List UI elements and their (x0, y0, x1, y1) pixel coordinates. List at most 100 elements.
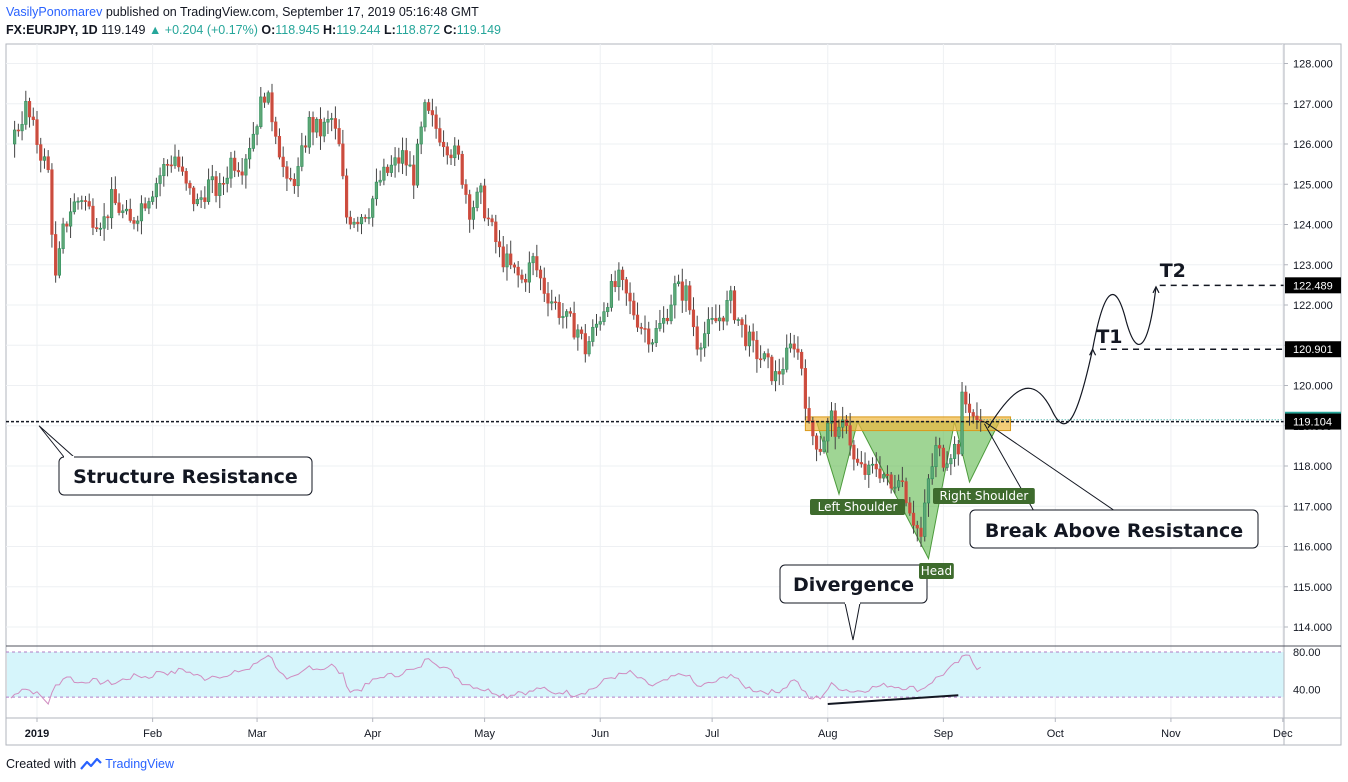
candle[interactable] (766, 348, 770, 369)
candle[interactable] (691, 297, 696, 337)
candle[interactable] (348, 210, 352, 230)
candle[interactable] (878, 456, 882, 484)
candle[interactable] (192, 185, 196, 212)
candle[interactable] (363, 214, 367, 223)
candle[interactable] (717, 304, 722, 331)
candle[interactable] (736, 317, 740, 326)
candle[interactable] (438, 117, 442, 147)
candle[interactable] (650, 338, 655, 352)
candle[interactable] (221, 176, 226, 196)
candle[interactable] (311, 111, 315, 146)
candle[interactable] (371, 195, 375, 227)
candle[interactable] (262, 92, 267, 108)
candle[interactable] (579, 326, 584, 340)
candle[interactable] (591, 319, 595, 347)
candle[interactable] (926, 474, 931, 517)
candle[interactable] (792, 334, 796, 358)
candle[interactable] (822, 436, 826, 454)
tradingview-logo-icon[interactable] (80, 757, 102, 771)
candle[interactable] (341, 129, 345, 180)
candle[interactable] (188, 180, 192, 195)
candle[interactable] (27, 97, 32, 128)
candle[interactable] (688, 280, 692, 315)
candle[interactable] (568, 307, 572, 317)
candle[interactable] (173, 144, 177, 169)
candle[interactable] (136, 215, 140, 232)
candle[interactable] (441, 130, 446, 157)
candle[interactable] (796, 336, 800, 360)
candle[interactable] (889, 471, 893, 494)
candle[interactable] (557, 294, 561, 325)
candle[interactable] (177, 149, 181, 172)
candle[interactable] (915, 520, 919, 542)
candle[interactable] (855, 448, 860, 466)
candle[interactable] (807, 396, 811, 424)
candle[interactable] (72, 193, 76, 215)
candle[interactable] (527, 251, 531, 294)
candle[interactable] (635, 302, 640, 332)
candle[interactable] (923, 489, 927, 542)
candle[interactable] (91, 198, 95, 236)
candle[interactable] (356, 216, 360, 232)
candle[interactable] (292, 173, 296, 194)
candle[interactable] (54, 221, 58, 283)
candle[interactable] (158, 167, 162, 197)
candle[interactable] (240, 158, 244, 185)
candle[interactable] (367, 208, 371, 225)
candle[interactable] (218, 172, 222, 209)
candle[interactable] (296, 157, 300, 198)
candle[interactable] (703, 321, 707, 357)
candle[interactable] (852, 440, 856, 471)
candle[interactable] (445, 142, 449, 165)
candle[interactable] (975, 402, 979, 430)
candle[interactable] (546, 282, 550, 317)
candle[interactable] (930, 453, 934, 485)
candle[interactable] (303, 135, 308, 153)
candle[interactable] (95, 218, 99, 232)
candle[interactable] (721, 315, 725, 331)
candle[interactable] (725, 290, 729, 326)
candle[interactable] (352, 218, 356, 229)
candles[interactable] (13, 83, 983, 547)
author-link[interactable]: VasilyPonomarev (6, 5, 103, 19)
candle[interactable] (956, 440, 960, 466)
candle[interactable] (307, 111, 311, 154)
candle[interactable] (617, 262, 621, 301)
candle[interactable] (397, 147, 401, 173)
candle[interactable] (874, 452, 878, 478)
candle[interactable] (289, 167, 293, 182)
candle[interactable] (818, 435, 822, 456)
candle[interactable] (859, 451, 863, 468)
candle[interactable] (639, 322, 643, 335)
candle[interactable] (706, 307, 710, 347)
candle[interactable] (143, 197, 147, 212)
candle[interactable] (949, 454, 953, 476)
candle[interactable] (680, 268, 684, 313)
candle[interactable] (121, 204, 125, 219)
candle[interactable] (337, 119, 341, 147)
candle[interactable] (613, 270, 617, 293)
candle[interactable] (662, 306, 666, 333)
candle[interactable] (46, 150, 50, 173)
candle[interactable] (13, 120, 17, 158)
candle[interactable] (673, 275, 677, 319)
candle[interactable] (583, 324, 587, 363)
candle[interactable] (938, 437, 942, 457)
candle[interactable] (151, 190, 155, 205)
candle[interactable] (374, 168, 379, 206)
candle[interactable] (919, 516, 923, 547)
candle[interactable] (658, 309, 662, 332)
candle[interactable] (475, 187, 479, 212)
candle[interactable] (139, 195, 144, 235)
candle[interactable] (39, 137, 43, 173)
candle[interactable] (553, 296, 558, 310)
candle[interactable] (512, 262, 517, 274)
candle[interactable] (684, 279, 688, 312)
candle[interactable] (643, 315, 647, 343)
candle[interactable] (285, 161, 289, 192)
candle[interactable] (203, 186, 207, 209)
candle[interactable] (464, 179, 468, 204)
candle[interactable] (113, 176, 117, 206)
candle[interactable] (180, 156, 185, 176)
candle[interactable] (266, 90, 270, 105)
